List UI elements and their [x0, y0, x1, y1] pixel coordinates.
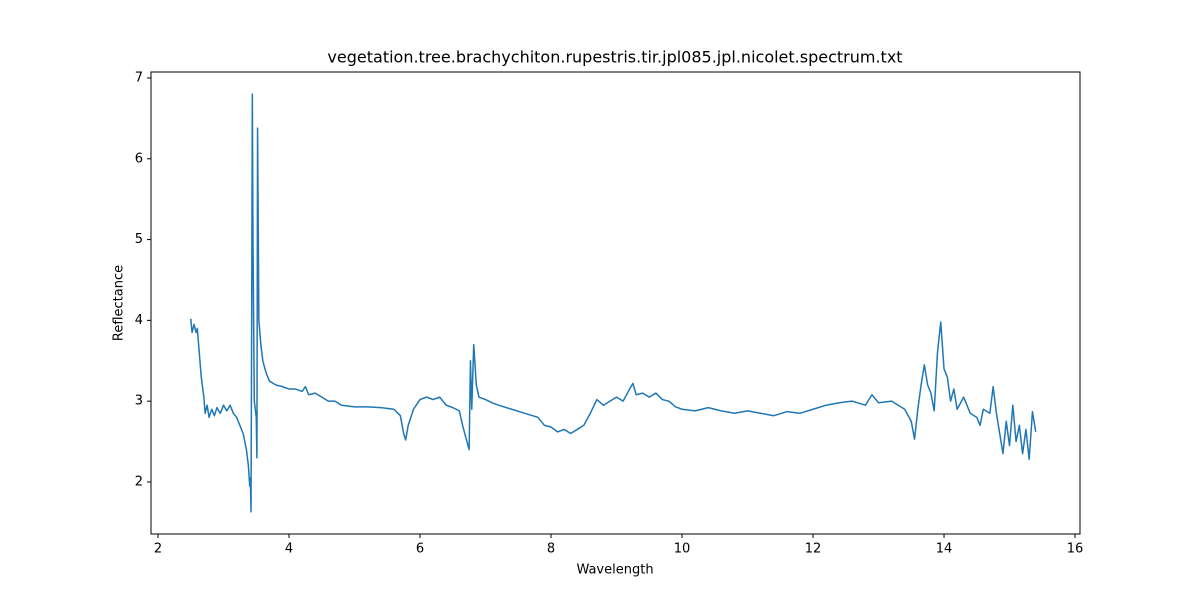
y-tick-label: 6 [135, 151, 143, 166]
y-tick-label: 2 [135, 474, 143, 489]
x-tick-label: 12 [805, 542, 822, 557]
x-tick-label: 4 [285, 542, 293, 557]
x-axis-label: Wavelength [576, 563, 653, 578]
x-tick-label: 10 [674, 542, 691, 557]
x-tick-label: 14 [936, 542, 953, 557]
plot-frame [150, 71, 1081, 535]
y-axis-label: Reflectance [112, 265, 127, 341]
chart-title: vegetation.tree.brachychiton.rupestris.t… [327, 48, 902, 67]
x-tick-label: 16 [1067, 542, 1084, 557]
y-tick-label: 5 [135, 232, 143, 247]
x-tick-label: 2 [154, 542, 162, 557]
y-tick-label: 4 [135, 313, 143, 328]
x-tick-label: 8 [547, 542, 555, 557]
y-tick-label: 7 [135, 70, 143, 85]
y-tick-label: 3 [135, 394, 143, 409]
line [190, 93, 1037, 513]
x-tick-label: 6 [416, 542, 424, 557]
